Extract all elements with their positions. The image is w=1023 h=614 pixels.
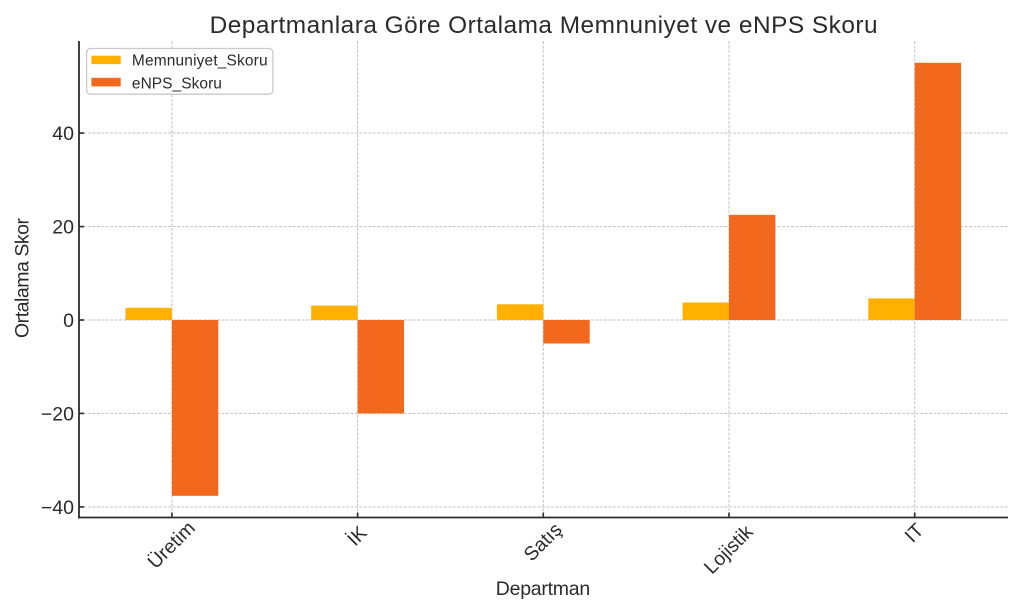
svg-text:Departman: Departman xyxy=(496,578,591,600)
svg-text:Memnuniyet_Skoru: Memnuniyet_Skoru xyxy=(132,53,268,70)
svg-text:20: 20 xyxy=(52,217,74,239)
svg-text:0: 0 xyxy=(63,310,74,332)
svg-text:40: 40 xyxy=(52,123,74,145)
svg-text:Ortalama Skor: Ortalama Skor xyxy=(12,218,34,339)
svg-text:−20: −20 xyxy=(41,403,74,425)
svg-text:−40: −40 xyxy=(41,497,74,519)
svg-text:Departmanlara Göre Ortalama Me: Departmanlara Göre Ortalama Memnuniyet v… xyxy=(210,12,878,39)
svg-text:eNPS_Skoru: eNPS_Skoru xyxy=(132,76,222,93)
